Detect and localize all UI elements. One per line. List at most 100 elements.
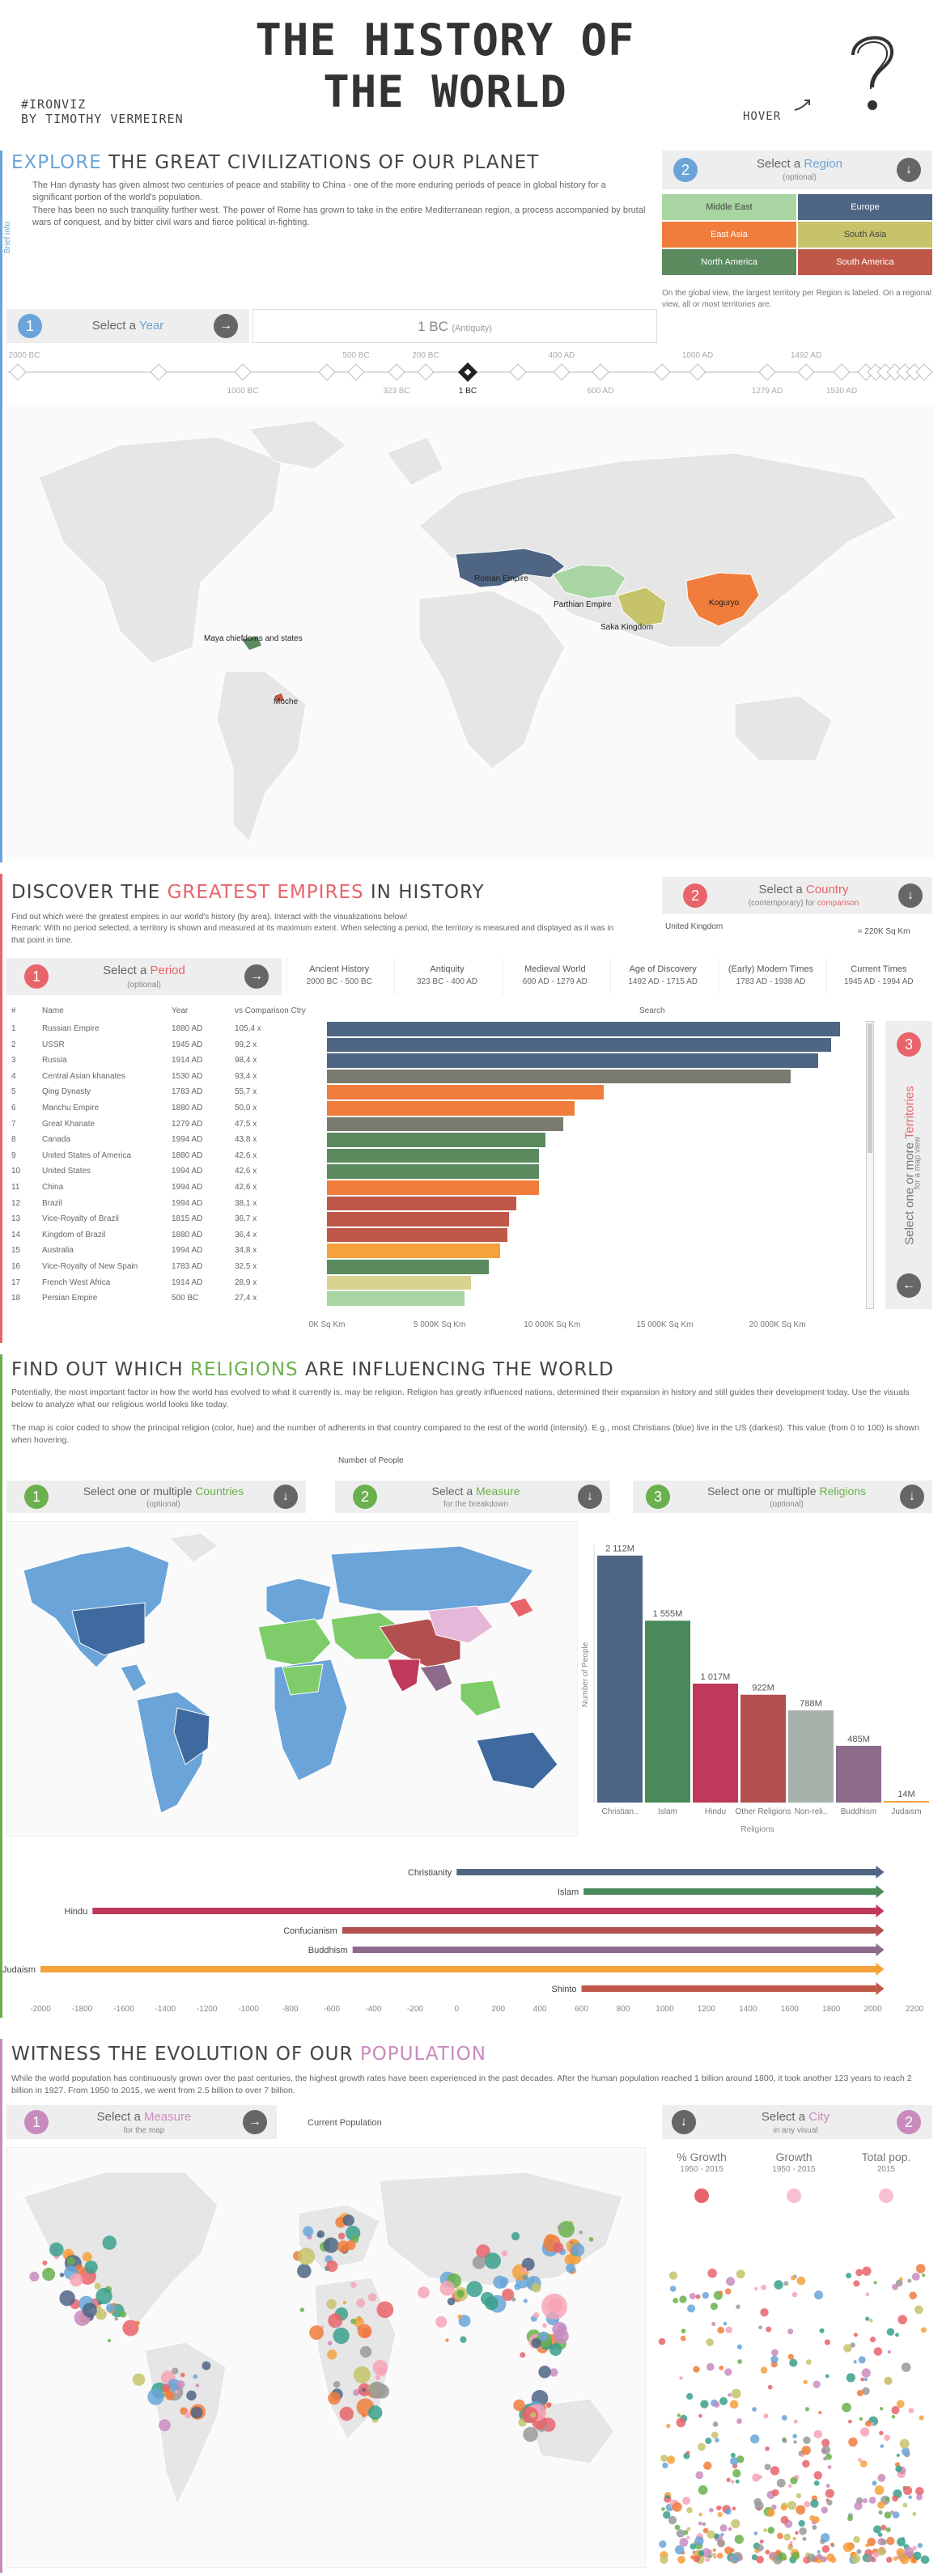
period-option[interactable]: (Early) Modern Times 1783 AD - 1938 AD — [718, 958, 822, 995]
city-point[interactable] — [864, 2377, 868, 2382]
city-dot[interactable] — [356, 2298, 366, 2308]
city-point[interactable] — [756, 2544, 764, 2552]
empire-bar[interactable] — [327, 1022, 841, 1036]
city-point[interactable] — [672, 2502, 682, 2512]
city-dot[interactable] — [96, 2304, 102, 2311]
city-dot[interactable] — [372, 2360, 388, 2375]
city-point[interactable] — [891, 2414, 896, 2419]
city-point[interactable] — [682, 2496, 691, 2505]
empire-bar[interactable] — [327, 1101, 575, 1116]
city-point[interactable] — [724, 2288, 732, 2295]
city-point[interactable] — [796, 2276, 806, 2286]
city-point[interactable] — [668, 2515, 677, 2525]
city-point[interactable] — [792, 2536, 796, 2541]
city-point[interactable] — [761, 2284, 766, 2290]
city-dot[interactable] — [132, 2373, 146, 2386]
city-point[interactable] — [897, 2315, 907, 2324]
city-point[interactable] — [702, 2291, 710, 2299]
city-point[interactable] — [896, 2400, 905, 2409]
city-point[interactable] — [713, 2555, 717, 2559]
city-point[interactable] — [728, 2527, 732, 2532]
population-map[interactable] — [6, 2147, 646, 2568]
city-point[interactable] — [698, 2550, 705, 2557]
city-dot[interactable] — [84, 2260, 98, 2274]
population-column[interactable]: % Growth 1950 - 2015 — [656, 2147, 748, 2568]
population-column[interactable]: Growth 1950 - 2015 — [748, 2147, 840, 2568]
city-dot[interactable] — [114, 2316, 119, 2321]
city-dot[interactable] — [445, 2338, 449, 2342]
city-point[interactable] — [770, 2504, 777, 2510]
city-point[interactable] — [730, 2457, 739, 2466]
city-dot[interactable] — [545, 2402, 552, 2409]
table-row[interactable]: 5 Qing Dynasty 1783 AD 55,7 x — [6, 1084, 864, 1100]
city-point[interactable] — [864, 2420, 872, 2427]
table-row[interactable]: 14 Kingdom of Brazil 1880 AD 36,4 x — [6, 1227, 864, 1244]
year-next-icon[interactable]: → — [214, 314, 238, 338]
city-dot[interactable] — [350, 2282, 357, 2288]
city-point[interactable] — [821, 2533, 830, 2543]
city-point[interactable] — [889, 2510, 894, 2515]
city-point[interactable] — [885, 2527, 891, 2532]
city-dot[interactable] — [327, 2341, 333, 2346]
city-point[interactable] — [825, 2484, 830, 2489]
empire-bar[interactable] — [327, 1180, 539, 1195]
city-dot[interactable] — [418, 2286, 430, 2298]
city-dot[interactable] — [342, 2214, 354, 2226]
city-point[interactable] — [661, 2507, 665, 2511]
city-point[interactable] — [793, 2419, 798, 2424]
city-dot[interactable] — [326, 2298, 337, 2309]
city-point[interactable] — [824, 2339, 830, 2345]
timeline-marker[interactable] — [347, 363, 365, 381]
city-dot[interactable] — [357, 2324, 372, 2339]
city-dot[interactable] — [297, 2248, 316, 2265]
city-point[interactable] — [757, 2507, 761, 2511]
city-point[interactable] — [730, 2452, 736, 2458]
city-point[interactable] — [853, 2332, 858, 2337]
city-point[interactable] — [754, 2286, 758, 2291]
city-point[interactable] — [825, 2453, 832, 2460]
city-dot[interactable] — [333, 2381, 341, 2388]
city-point[interactable] — [911, 2557, 916, 2562]
city-dot[interactable] — [82, 2252, 92, 2262]
city-point[interactable] — [705, 2437, 712, 2444]
city-dot[interactable] — [172, 2367, 179, 2375]
city-point[interactable] — [813, 2380, 821, 2388]
city-point[interactable] — [674, 2544, 685, 2555]
city-dot[interactable] — [309, 2325, 324, 2341]
city-point[interactable] — [884, 2511, 892, 2519]
city-dot[interactable] — [521, 2267, 528, 2273]
city-dot[interactable] — [159, 2419, 171, 2432]
city-point[interactable] — [859, 2427, 870, 2437]
city-dot[interactable] — [29, 2271, 40, 2282]
city-point[interactable] — [712, 2421, 719, 2427]
city-point[interactable] — [874, 2485, 885, 2495]
city-dot[interactable] — [521, 2406, 539, 2424]
city-point[interactable] — [791, 2275, 796, 2281]
city-point[interactable] — [663, 2510, 671, 2519]
city-point[interactable] — [830, 2543, 835, 2548]
timeline-marker[interactable] — [553, 363, 571, 381]
city-point[interactable] — [872, 2481, 877, 2486]
region-option[interactable]: South America — [798, 249, 932, 275]
city-point[interactable] — [848, 2437, 858, 2447]
city-point[interactable] — [686, 2392, 694, 2400]
city-point[interactable] — [880, 2539, 887, 2545]
city-point[interactable] — [911, 2273, 920, 2281]
city-dot[interactable] — [328, 2313, 343, 2328]
empire-bar[interactable] — [327, 1069, 791, 1084]
city-dot[interactable] — [102, 2235, 117, 2250]
region-option[interactable]: North America — [662, 249, 796, 275]
city-point[interactable] — [791, 2291, 798, 2298]
city-point[interactable] — [896, 2453, 900, 2457]
city-point[interactable] — [783, 2281, 789, 2286]
city-point[interactable] — [885, 2497, 890, 2502]
city-point[interactable] — [728, 2392, 732, 2397]
city-point[interactable] — [734, 2534, 744, 2544]
city-point[interactable] — [859, 2459, 868, 2468]
empires-scrollbar[interactable] — [866, 1021, 874, 1309]
year-timeline[interactable]: 2000 BC 500 BC 200 BC 400 AD 1000 AD 1492 AD 1… — [0, 348, 942, 396]
city-point[interactable] — [719, 2396, 728, 2405]
timeline-marker[interactable] — [915, 363, 933, 381]
city-point[interactable] — [787, 2544, 793, 2551]
city-point[interactable] — [697, 2443, 706, 2451]
